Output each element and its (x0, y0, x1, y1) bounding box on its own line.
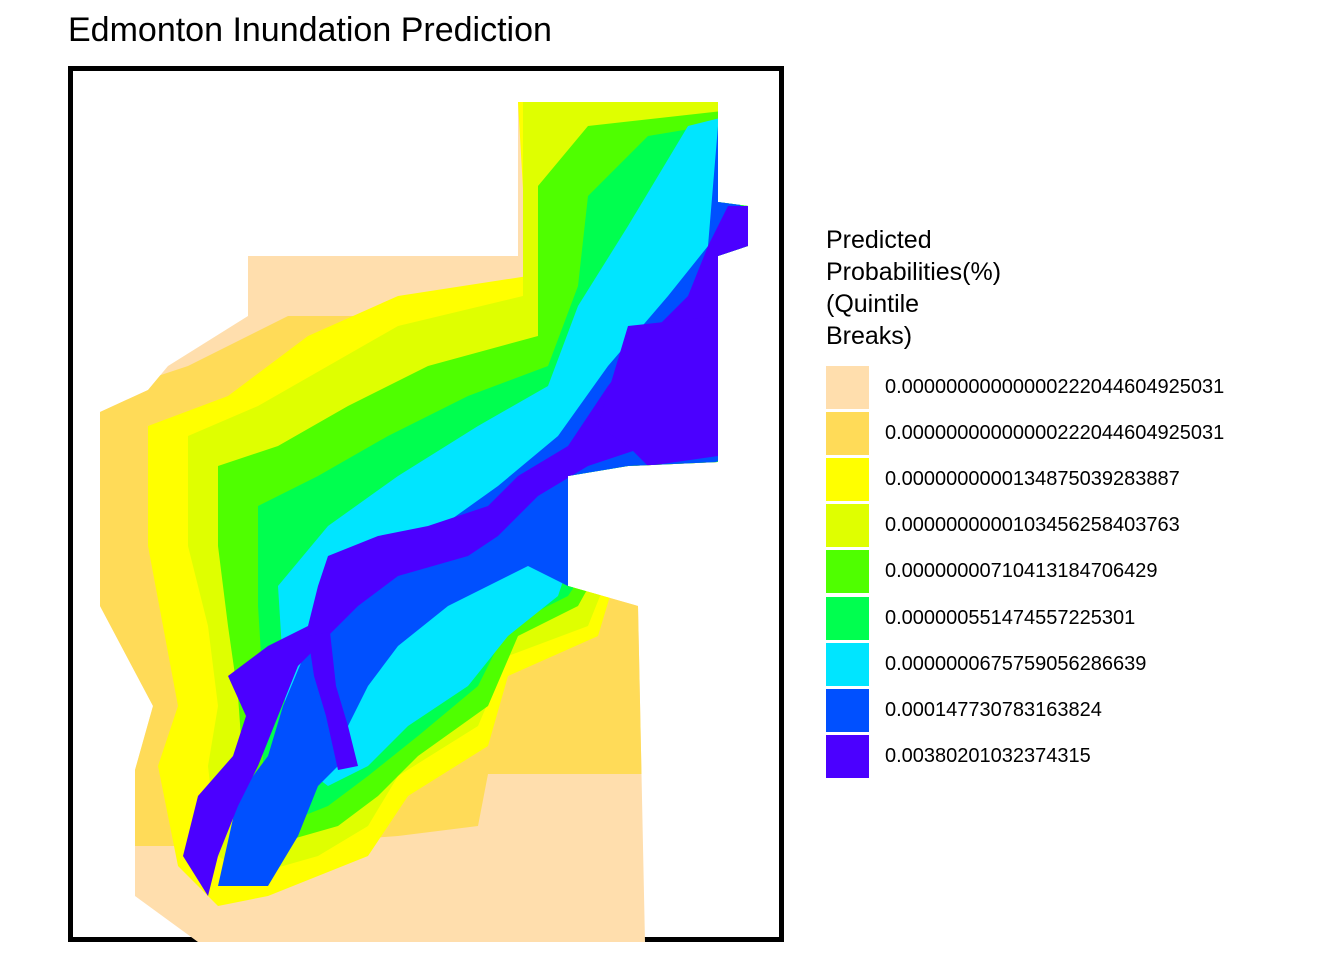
legend-item: 0.0000000675759056286639 (826, 641, 1224, 687)
legend-label: 0.00000000000000222044604925031 (885, 376, 1224, 399)
legend-item: 0.00380201032374315 (826, 734, 1224, 780)
legend-swatch (826, 458, 869, 501)
legend-label: 0.00380201032374315 (885, 745, 1091, 768)
legend-label: 0.00000000710413184706429 (885, 560, 1158, 583)
legend-item: 0.000147730783163824 (826, 687, 1224, 733)
legend-label: 0.0000000675759056286639 (885, 653, 1146, 676)
legend-swatch (826, 366, 869, 409)
legend-items: 0.00000000000000222044604925031 0.000000… (826, 364, 1224, 780)
legend-swatch (826, 689, 869, 732)
legend-swatch (826, 550, 869, 593)
legend-label: 0.0000000000103456258403763 (885, 514, 1180, 537)
legend-title: Predicted Probabilities(%) (Quintile Bre… (826, 224, 1056, 352)
legend-label: 0.0000000000134875039283887 (885, 468, 1180, 491)
map-title: Edmonton Inundation Prediction (68, 10, 552, 50)
legend-item: 0.000000551474557225301 (826, 595, 1224, 641)
legend-label: 0.000000551474557225301 (885, 607, 1135, 630)
legend-item: 0.0000000000103456258403763 (826, 503, 1224, 549)
legend-swatch (826, 643, 869, 686)
legend-item: 0.0000000000134875039283887 (826, 456, 1224, 502)
legend-swatch (826, 735, 869, 778)
legend-swatch (826, 412, 869, 455)
legend-title-line: Predicted (826, 224, 1056, 256)
legend-swatch (826, 597, 869, 640)
legend-swatch (826, 504, 869, 547)
legend-title-line: Breaks) (826, 320, 1056, 352)
legend-item: 0.00000000000000222044604925031 (826, 364, 1224, 410)
probability-raster (68, 66, 784, 942)
inundation-map (68, 66, 784, 942)
legend-title-line: (Quintile (826, 288, 1056, 320)
legend-label: 0.000147730783163824 (885, 699, 1102, 722)
legend-label: 0.00000000000000222044604925031 (885, 422, 1224, 445)
legend-item: 0.00000000000000222044604925031 (826, 410, 1224, 456)
legend-title-line: Probabilities(%) (826, 256, 1056, 288)
legend-item: 0.00000000710413184706429 (826, 549, 1224, 595)
legend: Predicted Probabilities(%) (Quintile Bre… (826, 224, 1224, 780)
